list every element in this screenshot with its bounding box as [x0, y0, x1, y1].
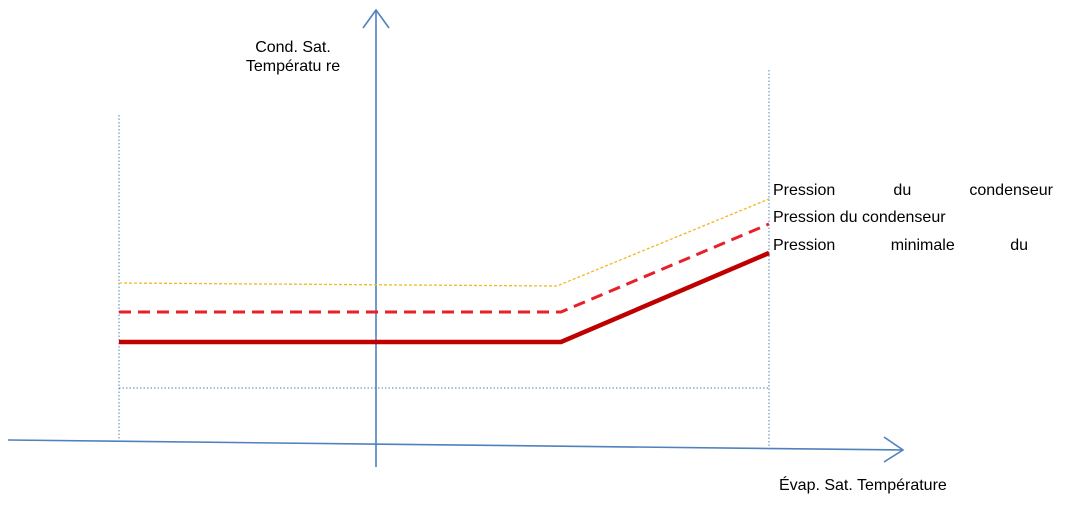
- x-axis-arrowhead: [883, 436, 905, 463]
- series-line-bottom: [119, 250, 770, 345]
- y-axis-arrowhead: [362, 8, 390, 29]
- legend-label-top: Pression du condenseur: [773, 182, 1053, 199]
- y-axis-label: Cond. Sat. Températu re: [245, 39, 341, 75]
- legend-label-middle: Pression du condenseur: [773, 208, 1033, 232]
- x-axis-label: Évap. Sat. Température: [779, 477, 947, 494]
- legend-label-bottom: Pression minimale du: [773, 237, 1028, 254]
- series-line-top: [118, 198, 770, 287]
- series-line-middle: [119, 222, 770, 314]
- x-axis: [7, 439, 904, 451]
- legend-label-middle-text: Pression du condenseur: [773, 209, 946, 226]
